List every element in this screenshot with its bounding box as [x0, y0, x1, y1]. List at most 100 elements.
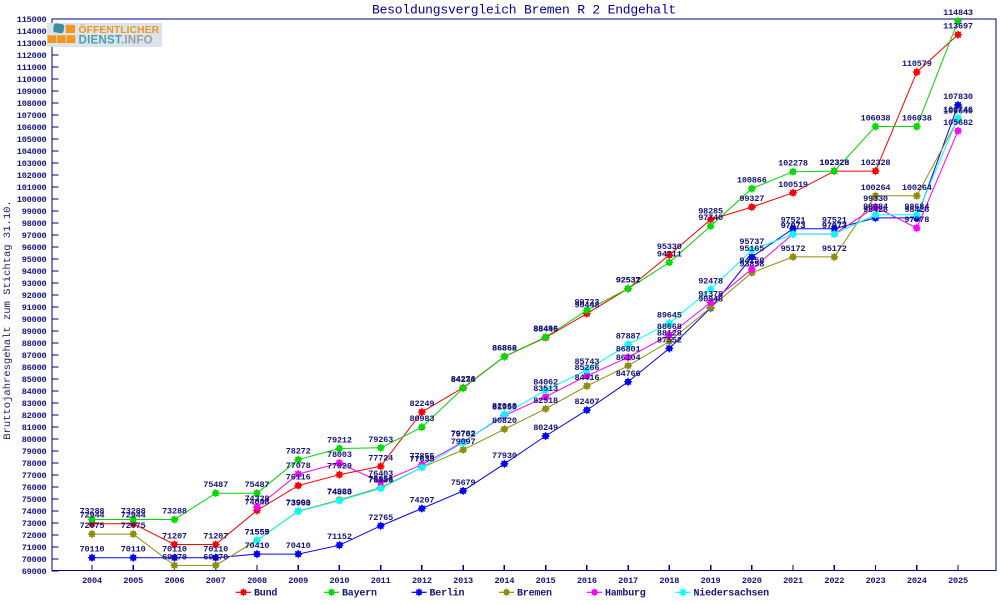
svg-text:74207: 74207: [410, 496, 435, 506]
svg-text:70000: 70000: [22, 555, 47, 565]
svg-text:72075: 72075: [121, 521, 146, 531]
svg-text:88668: 88668: [657, 322, 682, 332]
svg-text:97073: 97073: [822, 221, 847, 231]
svg-text:71207: 71207: [203, 532, 228, 542]
svg-text:82000: 82000: [22, 411, 47, 421]
svg-text:84062: 84062: [533, 377, 558, 387]
svg-text:75487: 75487: [245, 480, 270, 490]
svg-text:2005: 2005: [123, 576, 143, 586]
svg-text:97073: 97073: [781, 221, 806, 231]
svg-text:2019: 2019: [701, 576, 721, 586]
svg-text:86862: 86862: [492, 344, 517, 354]
svg-text:98426: 98426: [863, 205, 888, 215]
svg-text:100866: 100866: [737, 176, 767, 186]
svg-text:81000: 81000: [22, 423, 47, 433]
svg-text:79000: 79000: [22, 447, 47, 457]
svg-text:69470: 69470: [162, 552, 187, 562]
svg-text:86866: 86866: [492, 344, 517, 354]
svg-text:92000: 92000: [22, 291, 47, 301]
svg-text:Besoldungsvergleich Bremen R 2: Besoldungsvergleich Bremen R 2 Endgehalt: [372, 3, 676, 18]
svg-text:107000: 107000: [17, 111, 47, 121]
svg-text:73963: 73963: [286, 498, 311, 508]
svg-text:2006: 2006: [165, 576, 185, 586]
svg-text:83513: 83513: [533, 384, 558, 394]
svg-text:2020: 2020: [742, 576, 762, 586]
svg-text:73990: 73990: [286, 498, 311, 508]
svg-text:77635: 77635: [410, 454, 435, 464]
svg-text:84416: 84416: [575, 373, 600, 383]
svg-text:78272: 78272: [286, 447, 311, 457]
svg-text:72765: 72765: [368, 513, 393, 523]
svg-text:114843: 114843: [943, 8, 973, 18]
svg-text:91378: 91378: [698, 290, 723, 300]
svg-text:106038: 106038: [861, 114, 891, 124]
svg-text:2021: 2021: [783, 576, 803, 586]
svg-text:106746: 106746: [943, 105, 973, 115]
svg-text:87887: 87887: [616, 331, 641, 341]
svg-text:79702: 79702: [451, 430, 476, 440]
svg-text:71207: 71207: [162, 532, 187, 542]
svg-text:80983: 80983: [410, 414, 435, 424]
svg-text:2013: 2013: [453, 576, 473, 586]
svg-text:73288: 73288: [162, 507, 187, 517]
svg-text:88128: 88128: [657, 329, 682, 339]
svg-text:74048: 74048: [245, 497, 270, 507]
svg-text:79263: 79263: [368, 435, 393, 445]
svg-text:2018: 2018: [659, 576, 679, 586]
svg-text:82060: 82060: [492, 401, 517, 411]
svg-text:94150: 94150: [739, 256, 764, 266]
svg-text:79762: 79762: [451, 429, 476, 439]
svg-text:89645: 89645: [657, 310, 682, 320]
svg-text:87552: 87552: [657, 335, 682, 345]
svg-text:102278: 102278: [778, 159, 808, 169]
svg-text:2009: 2009: [288, 576, 308, 586]
svg-text:95000: 95000: [22, 255, 47, 265]
svg-text:88000: 88000: [22, 339, 47, 349]
svg-text:2014: 2014: [494, 576, 514, 586]
svg-text:97073: 97073: [822, 221, 847, 231]
svg-text:89000: 89000: [22, 327, 47, 337]
svg-text:Bremen: Bremen: [517, 589, 552, 600]
svg-text:86104: 86104: [616, 353, 641, 363]
svg-text:2004: 2004: [82, 576, 102, 586]
svg-text:90000: 90000: [22, 315, 47, 325]
svg-text:75000: 75000: [22, 495, 47, 505]
svg-text:88496: 88496: [533, 324, 558, 334]
svg-text:74000: 74000: [22, 507, 47, 517]
svg-text:73288: 73288: [121, 507, 146, 517]
svg-text:84276: 84276: [451, 375, 476, 385]
svg-text:95172: 95172: [781, 244, 806, 254]
svg-text:85266: 85266: [575, 363, 600, 373]
svg-text:95737: 95737: [739, 237, 764, 247]
svg-text:70110: 70110: [162, 545, 187, 555]
svg-text:97073: 97073: [781, 221, 806, 231]
svg-text:102000: 102000: [17, 171, 47, 181]
svg-text:106640: 106640: [943, 106, 973, 116]
svg-text:2024: 2024: [907, 576, 927, 586]
svg-text:95172: 95172: [822, 244, 847, 254]
svg-text:2008: 2008: [247, 576, 267, 586]
svg-text:78003: 78003: [327, 450, 352, 460]
svg-text:93000: 93000: [22, 279, 47, 289]
svg-text:81950: 81950: [492, 403, 517, 413]
svg-text:78000: 78000: [22, 459, 47, 469]
svg-text:71559: 71559: [245, 527, 270, 537]
svg-text:90948: 90948: [698, 295, 723, 305]
svg-text:73288: 73288: [80, 507, 105, 517]
svg-text:98684: 98684: [863, 202, 888, 212]
svg-text:76000: 76000: [22, 483, 47, 493]
svg-text:97000: 97000: [22, 231, 47, 241]
svg-text:2022: 2022: [824, 576, 844, 586]
svg-text:80249: 80249: [533, 423, 558, 433]
svg-text:105682: 105682: [943, 118, 973, 128]
svg-text:84000: 84000: [22, 387, 47, 397]
svg-text:92531: 92531: [616, 276, 641, 286]
svg-text:69000: 69000: [22, 567, 47, 577]
svg-text:2011: 2011: [371, 576, 391, 586]
svg-text:96000: 96000: [22, 243, 47, 253]
svg-text:Bruttojahresgehalt zum Stichta: Bruttojahresgehalt zum Stichtag 31.10.: [2, 200, 14, 439]
svg-text:75956: 75956: [368, 475, 393, 485]
svg-text:113697: 113697: [943, 22, 973, 32]
svg-text:72944: 72944: [80, 511, 105, 521]
svg-text:2007: 2007: [206, 576, 226, 586]
